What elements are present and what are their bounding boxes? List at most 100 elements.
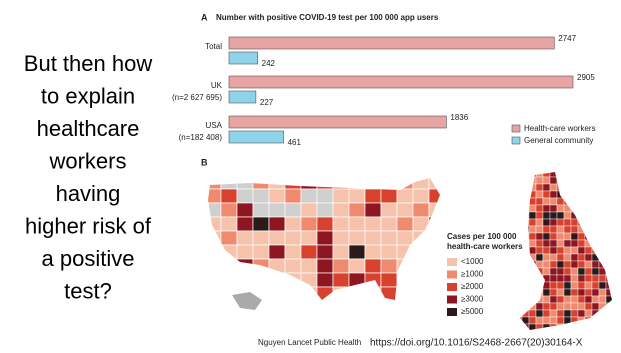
map-region	[412, 272, 430, 288]
bar	[228, 90, 257, 104]
map-region	[556, 295, 565, 304]
map-region	[556, 211, 565, 220]
map-region	[236, 188, 254, 204]
map-region	[428, 216, 440, 232]
map-region	[577, 288, 586, 297]
map-region	[412, 286, 430, 300]
map-region	[556, 176, 565, 185]
map-region	[605, 246, 612, 255]
map-region	[317, 301, 333, 315]
question-line: higher risk of	[25, 213, 152, 238]
map-region	[535, 253, 544, 262]
map-region	[570, 260, 579, 269]
map-region	[364, 202, 382, 218]
map-region	[284, 272, 302, 288]
map-region	[428, 272, 440, 288]
map-region	[521, 295, 530, 304]
map-region	[397, 301, 413, 315]
map-region	[570, 295, 579, 304]
map-region	[221, 301, 237, 315]
map-region	[577, 204, 586, 213]
map-region	[584, 225, 593, 234]
map-region	[542, 172, 551, 178]
map-region	[364, 286, 382, 300]
map-region	[332, 188, 350, 204]
map-region	[591, 309, 600, 318]
map-region	[592, 331, 599, 338]
map-region	[577, 211, 586, 220]
map-region	[348, 244, 366, 260]
map-region	[605, 309, 612, 318]
value-label: 461	[288, 138, 302, 147]
map-region	[542, 176, 551, 185]
map-region	[521, 309, 530, 318]
map-region	[549, 309, 558, 318]
map-region	[535, 232, 544, 241]
map-region	[535, 288, 544, 297]
map-region	[591, 267, 600, 276]
map-region	[542, 316, 551, 325]
map-region	[598, 281, 607, 290]
map-region	[570, 302, 579, 311]
map-legend-swatch	[447, 308, 457, 316]
map-region	[613, 331, 620, 338]
map-region	[591, 274, 600, 283]
map-region	[252, 258, 270, 274]
map-region	[598, 274, 607, 283]
map-region	[542, 246, 551, 255]
bar	[228, 130, 284, 144]
map-region	[380, 258, 398, 274]
map-region	[591, 302, 600, 311]
map-region	[598, 183, 607, 192]
map-region	[591, 281, 600, 290]
map-region	[535, 183, 544, 192]
map-region	[605, 190, 612, 199]
map-region	[577, 225, 586, 234]
map-region	[521, 302, 530, 311]
map-region	[348, 216, 366, 232]
legend-swatch	[511, 136, 521, 145]
map-region	[570, 197, 579, 206]
map-region	[300, 286, 318, 300]
map-region	[577, 232, 586, 241]
map-region	[570, 274, 579, 283]
map-region	[598, 190, 607, 199]
map-region	[348, 258, 366, 274]
map-region	[520, 274, 523, 283]
map-region	[549, 183, 558, 192]
map-region	[613, 254, 620, 261]
map-region	[605, 281, 612, 290]
map-region	[584, 246, 593, 255]
map-region	[348, 202, 366, 218]
map-region	[542, 225, 551, 234]
map-region	[396, 216, 414, 232]
map-region	[300, 202, 318, 218]
map-region	[577, 295, 586, 304]
map-region	[598, 176, 607, 185]
map-region	[364, 178, 382, 190]
map-region	[605, 316, 612, 325]
map-region	[268, 216, 286, 232]
map-region	[380, 202, 398, 218]
map-region	[556, 323, 565, 330]
map-region	[284, 258, 302, 274]
map-region	[535, 239, 544, 248]
map-region	[429, 301, 445, 315]
map-region	[316, 230, 334, 246]
map-region	[563, 274, 572, 283]
map-region	[412, 202, 430, 218]
map-region	[364, 230, 382, 246]
map-region	[316, 178, 334, 190]
map-region	[591, 239, 600, 248]
map-region	[252, 202, 270, 218]
map-region	[208, 178, 222, 190]
map-region	[598, 316, 607, 325]
map-region	[528, 274, 537, 283]
map-region	[528, 260, 537, 269]
map-region	[348, 230, 366, 246]
map-region	[520, 172, 523, 178]
map-region	[521, 225, 530, 234]
map-region	[412, 178, 430, 190]
map-region	[520, 309, 523, 318]
map-region	[556, 232, 565, 241]
